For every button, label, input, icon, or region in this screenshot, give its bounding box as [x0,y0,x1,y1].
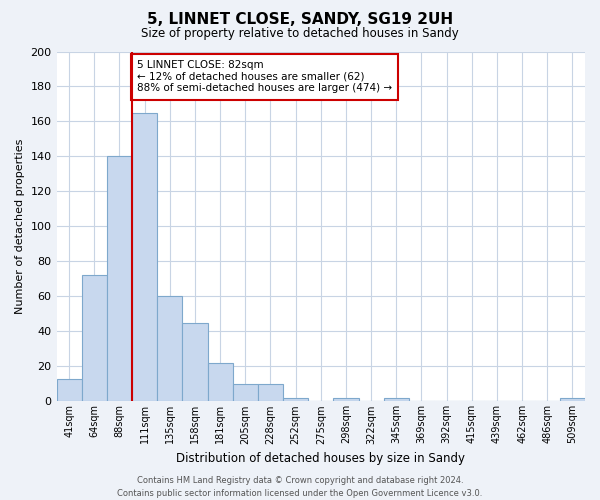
Bar [182,322,208,402]
Bar [258,384,283,402]
Bar [383,398,409,402]
Bar [334,398,359,402]
Bar [132,112,157,402]
Bar [233,384,258,402]
Bar [157,296,182,402]
Bar [560,398,585,402]
Bar [208,363,233,402]
Text: Contains HM Land Registry data © Crown copyright and database right 2024.
Contai: Contains HM Land Registry data © Crown c… [118,476,482,498]
Y-axis label: Number of detached properties: Number of detached properties [15,139,25,314]
X-axis label: Distribution of detached houses by size in Sandy: Distribution of detached houses by size … [176,452,465,465]
Bar [82,276,107,402]
Bar [56,378,82,402]
Text: 5 LINNET CLOSE: 82sqm
← 12% of detached houses are smaller (62)
88% of semi-deta: 5 LINNET CLOSE: 82sqm ← 12% of detached … [137,60,392,94]
Text: Size of property relative to detached houses in Sandy: Size of property relative to detached ho… [141,28,459,40]
Bar [283,398,308,402]
Bar [107,156,132,402]
Text: 5, LINNET CLOSE, SANDY, SG19 2UH: 5, LINNET CLOSE, SANDY, SG19 2UH [147,12,453,28]
